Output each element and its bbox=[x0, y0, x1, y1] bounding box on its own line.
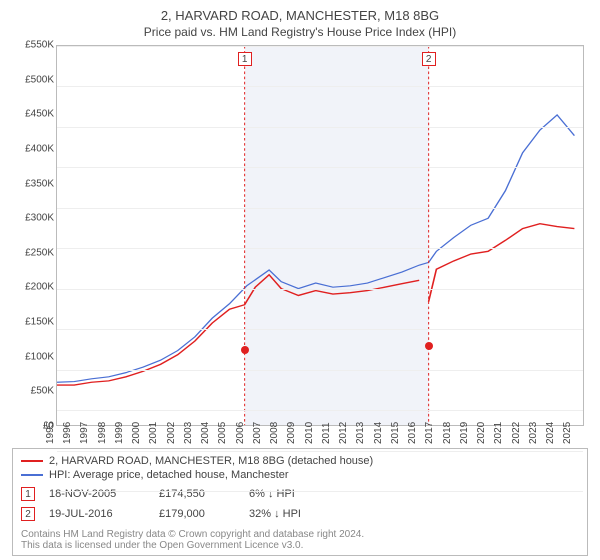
y-tick-label: £550K bbox=[10, 40, 54, 51]
sale-date: 18-NOV-2005 bbox=[49, 488, 159, 500]
sales-list: 1 18-NOV-2005£174,5506% ↓ HPI 2 19-JUL-2016… bbox=[21, 487, 579, 521]
grid-line bbox=[57, 329, 583, 330]
sale-diff: 32% ↓ HPI bbox=[249, 508, 301, 520]
x-tick-label: 1998 bbox=[97, 422, 108, 444]
legend-label: 2, HARVARD ROAD, MANCHESTER, M18 8BG (de… bbox=[49, 455, 373, 467]
x-tick-label: 2000 bbox=[131, 422, 142, 444]
x-tick-label: 2007 bbox=[252, 422, 263, 444]
sale-price: £174,550 bbox=[159, 488, 249, 500]
chart-area: £0£50K£100K£150K£200K£250K£300K£350K£400… bbox=[12, 45, 588, 444]
x-tick-label: 2016 bbox=[407, 422, 418, 444]
legend-list: 2, HARVARD ROAD, MANCHESTER, M18 8BG (de… bbox=[21, 455, 579, 481]
x-tick-label: 2019 bbox=[459, 422, 470, 444]
legend-item: 2, HARVARD ROAD, MANCHESTER, M18 8BG (de… bbox=[21, 455, 579, 467]
y-tick-label: £150K bbox=[10, 317, 54, 328]
x-tick-label: 2001 bbox=[148, 422, 159, 444]
grid-line bbox=[57, 127, 583, 128]
x-tick-label: 2010 bbox=[304, 422, 315, 444]
y-tick-label: £50K bbox=[10, 386, 54, 397]
grid-line bbox=[57, 86, 583, 87]
x-tick-label: 2023 bbox=[528, 422, 539, 444]
x-tick-label: 1995 bbox=[45, 422, 56, 444]
grid-line bbox=[57, 370, 583, 371]
legend-label: HPI: Average price, detached house, Manc… bbox=[49, 469, 289, 481]
x-tick-label: 2018 bbox=[442, 422, 453, 444]
grid-line bbox=[57, 46, 583, 47]
x-tick-label: 2011 bbox=[321, 422, 332, 444]
x-tick-label: 2004 bbox=[200, 422, 211, 444]
y-tick-label: £200K bbox=[10, 282, 54, 293]
x-tick-label: 2017 bbox=[424, 422, 435, 444]
x-tick-label: 2015 bbox=[390, 422, 401, 444]
x-tick-label: 2012 bbox=[338, 422, 349, 444]
x-axis: 1995199619971998199920002001200220032004… bbox=[56, 426, 584, 444]
sale-price: £179,000 bbox=[159, 508, 249, 520]
sale-row-box: 2 bbox=[21, 507, 35, 521]
sale-row-1: 1 18-NOV-2005£174,5506% ↓ HPI bbox=[21, 487, 579, 501]
grid-line bbox=[57, 167, 583, 168]
y-tick-label: £300K bbox=[10, 213, 54, 224]
y-tick-label: £100K bbox=[10, 351, 54, 362]
footer-line-2: This data is licensed under the Open Gov… bbox=[21, 540, 579, 551]
footer-line-1: Contains HM Land Registry data © Crown c… bbox=[21, 529, 579, 540]
grid-line bbox=[57, 410, 583, 411]
grid-line bbox=[57, 248, 583, 249]
x-tick-label: 2025 bbox=[562, 422, 573, 444]
plot-svg bbox=[57, 46, 583, 425]
x-tick-label: 2013 bbox=[355, 422, 366, 444]
grid-line bbox=[57, 451, 583, 452]
x-tick-label: 2003 bbox=[183, 422, 194, 444]
y-axis: £0£50K£100K£150K£200K£250K£300K£350K£400… bbox=[12, 45, 56, 426]
sale-row-2: 2 19-JUL-2016£179,00032% ↓ HPI bbox=[21, 507, 579, 521]
x-tick-label: 2014 bbox=[373, 422, 384, 444]
x-tick-label: 2022 bbox=[511, 422, 522, 444]
sale-date: 19-JUL-2016 bbox=[49, 508, 159, 520]
y-tick-label: £400K bbox=[10, 143, 54, 154]
sale-marker-dot-1 bbox=[241, 346, 249, 354]
x-tick-label: 2021 bbox=[493, 422, 504, 444]
grid-line bbox=[57, 289, 583, 290]
sale-marker-box-2: 2 bbox=[422, 52, 436, 66]
grid-line bbox=[57, 208, 583, 209]
y-tick-label: £350K bbox=[10, 178, 54, 189]
x-tick-label: 2006 bbox=[235, 422, 246, 444]
x-tick-label: 2009 bbox=[286, 422, 297, 444]
x-tick-label: 2005 bbox=[217, 422, 228, 444]
x-tick-label: 2008 bbox=[269, 422, 280, 444]
x-tick-label: 1996 bbox=[62, 422, 73, 444]
legend-swatch bbox=[21, 460, 43, 462]
y-tick-label: £500K bbox=[10, 74, 54, 85]
y-tick-label: £250K bbox=[10, 247, 54, 258]
plot-region: 12 bbox=[56, 45, 584, 426]
chart-title-sub: Price paid vs. HM Land Registry's House … bbox=[12, 25, 588, 39]
x-tick-label: 2020 bbox=[476, 422, 487, 444]
grid-line bbox=[57, 491, 583, 492]
sale-marker-box-1: 1 bbox=[238, 52, 252, 66]
legend-panel: 2, HARVARD ROAD, MANCHESTER, M18 8BG (de… bbox=[12, 448, 588, 556]
x-tick-label: 1997 bbox=[79, 422, 90, 444]
legend-swatch bbox=[21, 474, 43, 476]
x-tick-label: 1999 bbox=[114, 422, 125, 444]
legend-item: HPI: Average price, detached house, Manc… bbox=[21, 469, 579, 481]
sale-diff: 6% ↓ HPI bbox=[249, 488, 295, 500]
sale-row-box: 1 bbox=[21, 487, 35, 501]
y-tick-label: £450K bbox=[10, 109, 54, 120]
sale-marker-dot-2 bbox=[425, 342, 433, 350]
x-tick-label: 2024 bbox=[545, 422, 556, 444]
x-tick-label: 2002 bbox=[166, 422, 177, 444]
chart-title-main: 2, HARVARD ROAD, MANCHESTER, M18 8BG bbox=[12, 8, 588, 23]
